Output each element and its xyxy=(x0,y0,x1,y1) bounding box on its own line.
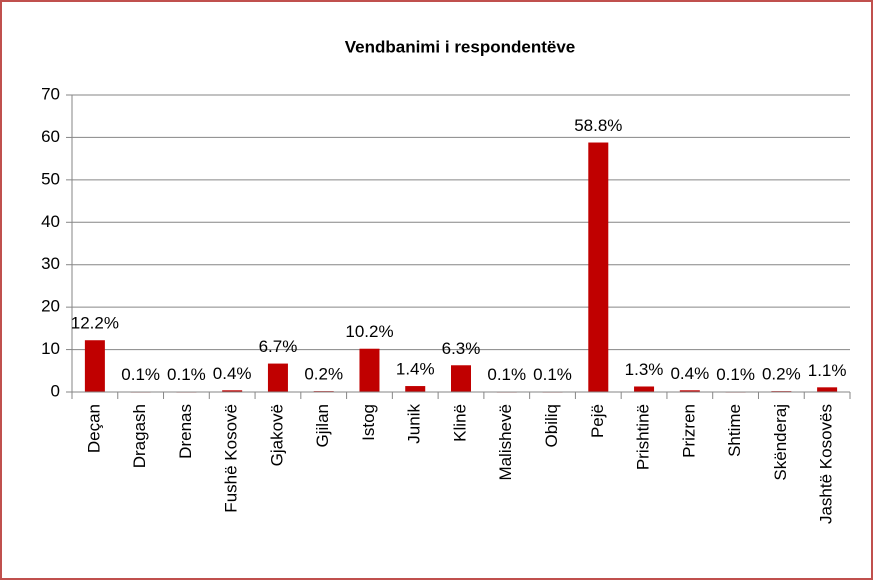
value-label: 0.4% xyxy=(670,364,709,383)
x-tick-label: Istog xyxy=(359,404,378,441)
value-label: 10.2% xyxy=(345,322,393,341)
value-label: 0.1% xyxy=(121,365,160,384)
bar xyxy=(405,386,426,392)
x-tick-label: Obiliq xyxy=(542,404,561,447)
x-tick-label: Klinë xyxy=(450,404,469,442)
y-tick-label: 50 xyxy=(41,169,60,188)
y-tick-label: 10 xyxy=(41,339,60,358)
x-tick-label: Deçan xyxy=(84,404,103,453)
x-tick-label: Junik xyxy=(405,404,424,444)
value-label: 1.1% xyxy=(808,361,847,380)
bar xyxy=(588,142,609,392)
x-tick-label: Jashtë Kosovës xyxy=(817,404,836,524)
x-tick-label: Skënderaj xyxy=(771,404,790,481)
bar xyxy=(817,387,838,392)
value-label: 1.4% xyxy=(396,360,435,379)
value-label: 0.4% xyxy=(213,364,252,383)
bar xyxy=(359,348,380,392)
x-tick-label: Prizren xyxy=(679,404,698,458)
bar xyxy=(222,390,243,392)
bar xyxy=(679,390,700,392)
value-label: 0.1% xyxy=(533,365,572,384)
y-tick-label: 40 xyxy=(41,212,60,231)
x-tick-label: Drenas xyxy=(176,404,195,459)
x-tick-label: Dragash xyxy=(130,404,149,468)
y-tick-label: 30 xyxy=(41,254,60,273)
x-tick-label: Prishtinë xyxy=(634,404,653,470)
bar xyxy=(634,386,655,392)
bar xyxy=(451,365,471,392)
y-tick-label: 70 xyxy=(41,84,60,103)
value-label: 12.2% xyxy=(71,314,119,333)
y-tick-label: 20 xyxy=(41,297,60,316)
x-tick-label: Gjilan xyxy=(313,404,332,447)
x-tick-label: Fushë Kosovë xyxy=(222,404,241,513)
value-label: 0.1% xyxy=(487,365,526,384)
value-label: 0.1% xyxy=(167,365,206,384)
x-tick-label: Shtime xyxy=(725,404,744,457)
value-label: 0.2% xyxy=(304,365,343,384)
value-label: 58.8% xyxy=(574,116,622,135)
value-label: 1.3% xyxy=(625,360,664,379)
x-tick-label: Malishevë xyxy=(496,404,515,481)
y-tick-label: 60 xyxy=(41,127,60,146)
x-tick-label: Gjakovë xyxy=(267,404,286,466)
value-label: 6.7% xyxy=(259,337,298,356)
x-tick-label: Pejë xyxy=(588,404,607,438)
value-label: 0.2% xyxy=(762,365,801,384)
bar xyxy=(267,363,288,392)
chart-title: Vendbanimi i respondentëve xyxy=(345,37,576,56)
value-label: 6.3% xyxy=(442,339,481,358)
value-label: 0.1% xyxy=(716,365,755,384)
y-tick-label: 0 xyxy=(51,381,60,400)
bar xyxy=(84,340,105,392)
